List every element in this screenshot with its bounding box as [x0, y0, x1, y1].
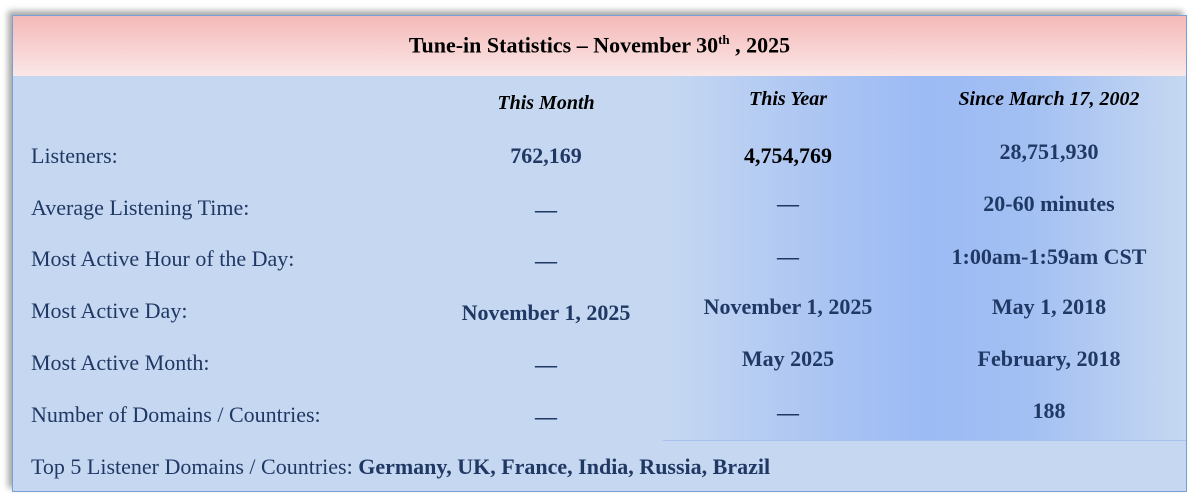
row-value: May 1, 2018 [991, 294, 1107, 319]
row-value: — [535, 352, 557, 377]
row-value: 188 [1032, 398, 1066, 423]
highlight-band [663, 76, 1186, 441]
row-value: — [777, 244, 799, 269]
row-label: Most Active Month: [31, 350, 210, 375]
column-header-this-month: This Month [497, 92, 595, 114]
row-value: — [777, 400, 799, 425]
top5-countries: Top 5 Listener Domains / Countries: Germ… [31, 454, 771, 479]
row-value: 762,169 [510, 143, 582, 168]
page-title: Tune-in Statistics – November 30th , 202… [408, 32, 791, 58]
column-header-since: Since March 17, 2002 [958, 88, 1140, 110]
tune-in-statistics-panel: Tune-in Statistics – November 30th , 202… [12, 15, 1187, 492]
row-value: 20-60 minutes [983, 191, 1115, 216]
row-label: Number of Domains / Countries: [31, 402, 321, 427]
row-label: Most Active Hour of the Day: [31, 246, 295, 271]
row-value: — [535, 248, 557, 273]
column-header-this-year: This Year [749, 88, 827, 110]
row-label: Listeners: [31, 143, 118, 168]
row-value: — [535, 197, 557, 222]
row-value: February, 2018 [977, 346, 1121, 371]
row-value: — [535, 404, 557, 429]
row-value: May 2025 [741, 346, 835, 371]
row-value: 28,751,930 [999, 139, 1099, 164]
row-value: 1:00am-1:59am CST [951, 244, 1147, 269]
row-label: Most Active Day: [31, 298, 188, 323]
row-value: November 1, 2025 [703, 294, 873, 319]
title-bar: Tune-in Statistics – November 30th , 202… [13, 16, 1186, 76]
row-label: Average Listening Time: [31, 195, 250, 220]
row-value: November 1, 2025 [461, 300, 631, 325]
row-value: 4,754,769 [744, 143, 832, 168]
row-value: — [777, 191, 799, 216]
